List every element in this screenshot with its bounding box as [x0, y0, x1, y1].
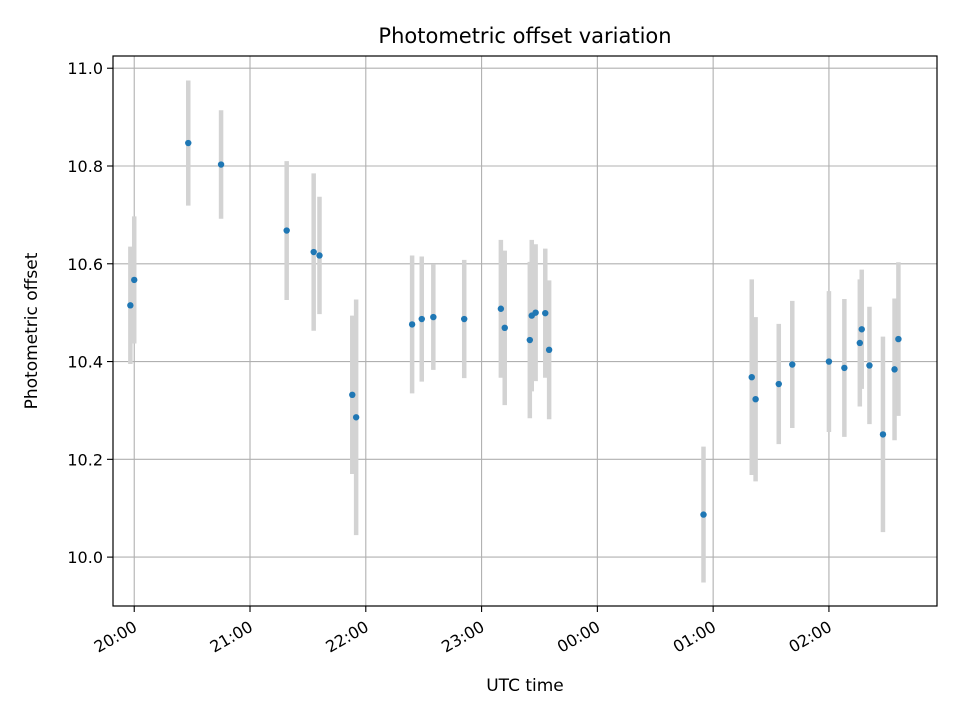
data-point: [542, 309, 549, 317]
data-point: [895, 335, 902, 343]
data-point: [217, 161, 225, 168]
data-point: [752, 396, 759, 403]
data-point: [501, 324, 508, 332]
data-point: [545, 346, 553, 354]
y-tick-label: 10.0: [67, 548, 103, 567]
data-point: [461, 315, 468, 323]
data-point: [841, 364, 848, 372]
data-point: [866, 362, 873, 369]
data-point: [748, 374, 755, 381]
error-bars: [128, 80, 901, 583]
data-point: [825, 358, 833, 365]
data-point: [775, 380, 782, 388]
y-axis-ticks: 10.0 10.2 10.4 10.6 10.8 11.0: [67, 59, 113, 567]
data-point: [858, 326, 865, 333]
data-point: [526, 336, 534, 344]
data-point: [700, 511, 707, 518]
y-tick-label: 10.2: [67, 450, 103, 469]
data-point: [789, 361, 796, 368]
data-point: [185, 139, 192, 147]
data-point: [349, 391, 356, 398]
x-tick-label: 01:00: [670, 617, 719, 657]
data-point: [127, 302, 134, 309]
grid-lines: [113, 56, 937, 606]
x-axis-label: UTC time: [486, 676, 564, 696]
data-point: [131, 276, 138, 284]
data-point: [856, 339, 864, 347]
data-markers: [127, 139, 902, 518]
data-point: [352, 414, 360, 421]
data-point: [283, 227, 290, 234]
data-point: [418, 315, 425, 323]
x-tick-label: 20:00: [91, 617, 140, 657]
x-tick-label: 02:00: [786, 617, 835, 657]
x-axis-ticks: 20:00 21:00 22:00 23:00 00:00 01:00 02:00: [91, 606, 835, 657]
data-point: [310, 248, 317, 256]
x-tick-label: 21:00: [207, 617, 256, 657]
x-tick-label: 22:00: [322, 617, 371, 657]
data-point: [879, 431, 887, 438]
data-point: [430, 313, 437, 321]
y-axis-label: Photometric offset: [22, 252, 42, 409]
y-tick-label: 10.8: [67, 157, 103, 176]
plot-frame: [112, 55, 938, 607]
data-point: [497, 305, 505, 312]
y-tick-label: 10.4: [67, 353, 103, 372]
data-point: [532, 309, 539, 316]
data-point: [316, 252, 323, 259]
y-tick-label: 11.0: [67, 59, 103, 78]
data-point: [408, 321, 416, 328]
data-point: [891, 366, 898, 373]
chart-title: Photometric offset variation: [378, 24, 671, 48]
y-tick-label: 10.6: [67, 255, 103, 274]
x-tick-label: 23:00: [438, 617, 487, 657]
x-tick-label: 00:00: [554, 617, 603, 657]
